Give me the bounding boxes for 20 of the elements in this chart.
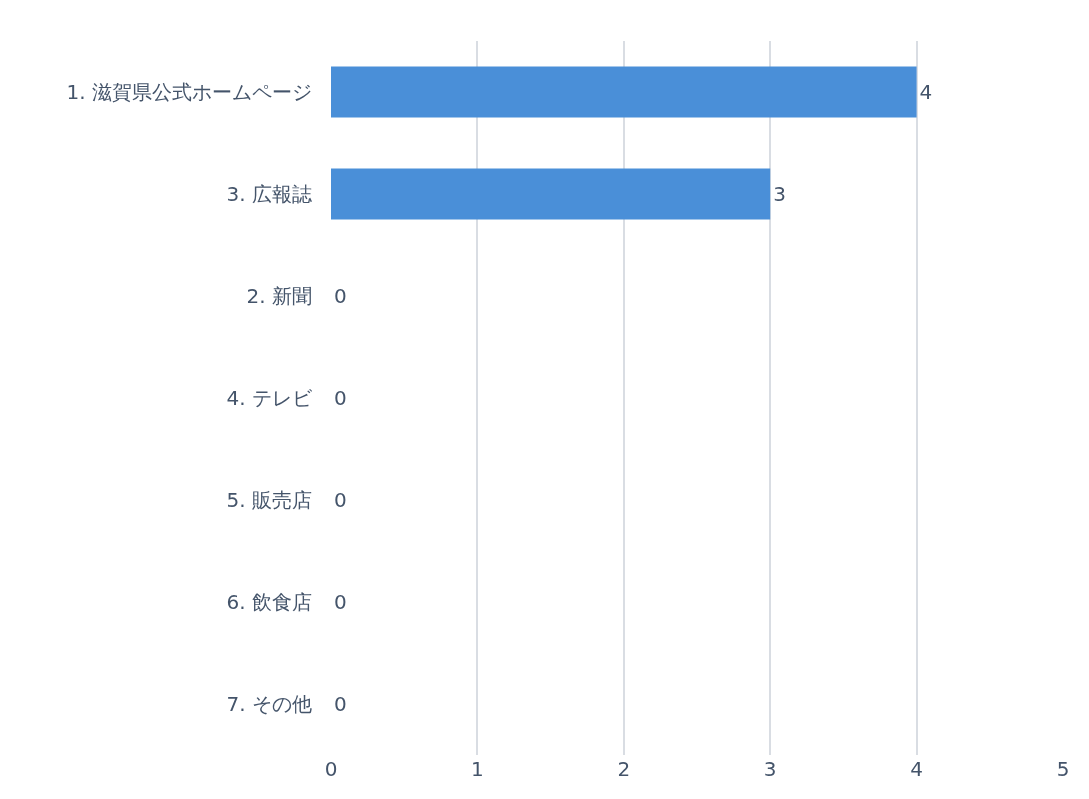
- x-tick-label: 4: [910, 757, 923, 781]
- data-label: 0: [334, 590, 347, 614]
- data-label: 4: [919, 80, 933, 104]
- y-tick-label: 6. 飲食店: [226, 590, 312, 614]
- y-tick-label: 4. テレビ: [226, 386, 313, 410]
- x-tick-label: 1: [471, 757, 484, 781]
- x-tick-label: 2: [617, 757, 631, 781]
- data-label: 0: [334, 284, 347, 308]
- data-label: 0: [334, 692, 347, 716]
- y-tick-label: 5. 販売店: [226, 488, 312, 512]
- data-label: 0: [334, 488, 347, 512]
- y-tick-label: 3. 広報誌: [226, 182, 312, 206]
- y-tick-label: 7. その他: [226, 692, 312, 716]
- data-label: 0: [334, 386, 347, 410]
- x-tick-label: 5: [1056, 757, 1070, 781]
- x-tick-label: 3: [763, 757, 777, 781]
- data-label: 3: [773, 182, 786, 206]
- x-tick-label: 0: [324, 757, 338, 781]
- y-tick-label: 2. 新聞: [246, 284, 312, 308]
- y-tick-label: 1. 滋賀県公式ホームページ: [66, 80, 312, 104]
